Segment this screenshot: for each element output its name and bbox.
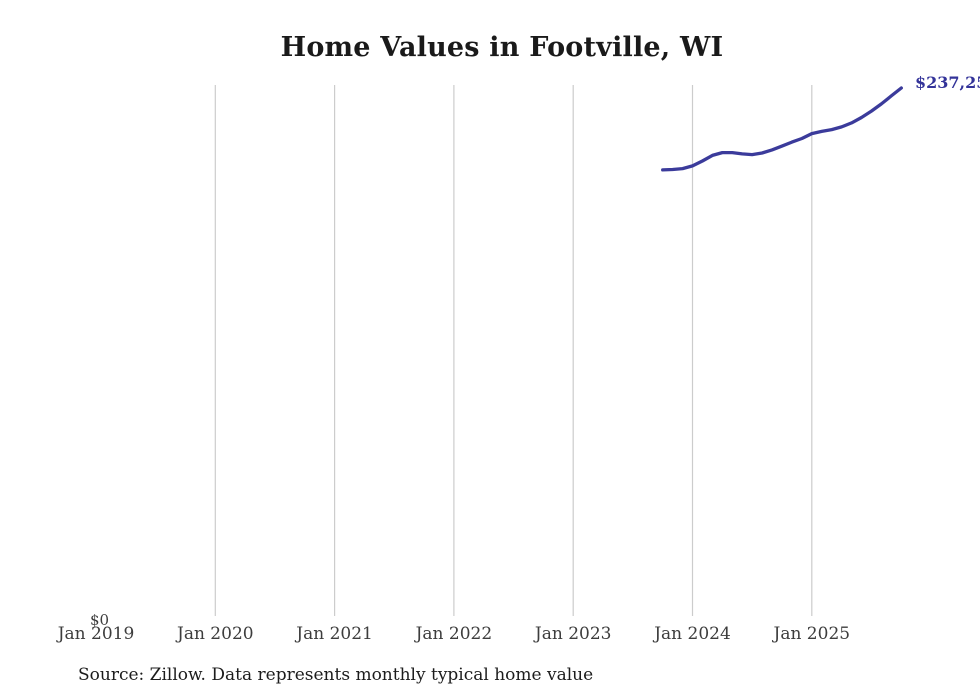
latest-value-label: $237,250 [915, 73, 980, 92]
x-tick-label: Jan 2021 [296, 624, 373, 644]
x-tick-label: Jan 2025 [773, 624, 851, 644]
x-tick-label: Jan 2022 [415, 624, 493, 644]
x-tick-label: Jan 2023 [534, 624, 612, 644]
x-tick-label: Jan 2019 [57, 624, 135, 644]
chart-title: Home Values in Footville, WI [280, 32, 724, 63]
x-tick-label: Jan 2024 [654, 624, 731, 644]
x-tick-label: Jan 2020 [177, 624, 254, 644]
home-value-line [661, 86, 903, 172]
source-note: Source: Zillow. Data represents monthly … [78, 665, 594, 685]
y-axis-zero-label: $0 [90, 611, 110, 629]
